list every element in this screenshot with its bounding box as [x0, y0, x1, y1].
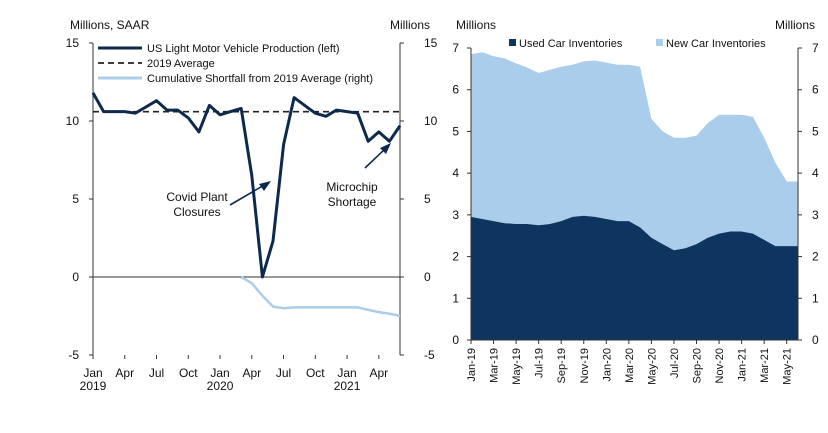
right-chart-x-tick-label: May-19 — [511, 348, 523, 385]
left-chart-x-tick-label: Apr — [115, 366, 134, 380]
annotation-microchip-shortage: Microchip Shortage — [326, 180, 378, 209]
right-chart-x-tick-label: Mar-21 — [759, 348, 771, 383]
left-chart-x-tick-label: Apr — [369, 366, 388, 380]
right-chart-x-tick-label: Jul-20 — [669, 348, 681, 378]
right-chart-legend-label-used: Used Car Inventories — [519, 38, 623, 50]
right-chart-x-tick-label: Nov-19 — [579, 348, 591, 383]
left-chart-legend-label: Cumulative Shortfall from 2019 Average (… — [147, 73, 373, 85]
right-chart-x-tick-label: Jul-19 — [534, 348, 546, 378]
right-chart-left-tick-label: 3 — [452, 208, 459, 222]
right-chart-x-tick-label: Nov-20 — [714, 348, 726, 383]
right-chart-right-tick-label: 7 — [812, 41, 819, 55]
left-chart-x-year-label: 2020 — [207, 379, 234, 393]
left-chart-annotations: Covid Plant Closures Microchip Shortage — [166, 143, 391, 219]
right-chart-x-tick-label: Jan-20 — [601, 348, 613, 382]
left-chart-left-axis-label: Millions, SAAR — [70, 18, 150, 32]
right-chart-legend: Used Car Inventories New Car Inventories — [509, 38, 766, 50]
left-chart-right-tick-label: 15 — [424, 36, 438, 50]
left-chart-x-tick-label: Jul — [149, 366, 164, 380]
left-chart-legend-label: US Light Motor Vehicle Production (left) — [147, 43, 340, 55]
left-chart-right-tick-label: 0 — [424, 270, 431, 284]
right-chart-left-tick-label: 1 — [452, 291, 459, 305]
left-chart-left-tick-label: 10 — [66, 114, 80, 128]
right-chart-x-tick-label: Mar-19 — [489, 348, 501, 383]
left-chart-y-ticks: -5 -5 0 0 5 5 10 10 15 15 — [66, 36, 438, 362]
annotation-microchip-arrow-line — [364, 147, 387, 169]
right-chart-x-tick-label: Jan-21 — [737, 348, 749, 382]
right-chart-right-tick-label: 0 — [812, 333, 819, 347]
right-chart-legend-label-new: New Car Inventories — [666, 38, 766, 50]
left-chart-legend: US Light Motor Vehicle Production (left)… — [98, 43, 373, 85]
left-chart-left-tick-label: -5 — [68, 348, 79, 362]
right-chart-right-tick-label: 2 — [812, 250, 819, 264]
right-chart-left-tick-label: 6 — [452, 83, 459, 97]
annotation-line: Closures — [173, 205, 220, 219]
left-chart-production-line — [91, 92, 402, 279]
right-chart-right-tick-label: 1 — [812, 291, 819, 305]
right-chart-left-tick-label: 0 — [452, 333, 459, 347]
left-chart-legend-label: 2019 Average — [147, 58, 215, 70]
right-chart-left-tick-label: 5 — [452, 124, 459, 138]
right-chart-left-axis-label: Millions — [456, 18, 496, 32]
right-chart-left-tick-label: 4 — [452, 166, 459, 180]
right-chart-x-tick-label: Sep-19 — [556, 348, 568, 383]
right-chart-x-tick-label: May-20 — [646, 348, 658, 385]
right-chart-left-tick-label: 2 — [452, 250, 459, 264]
area-used-car-inventories — [471, 215, 798, 340]
right-chart-right-tick-label: 5 — [812, 124, 819, 138]
left-line-chart: Millions, SAAR Millions -5 -5 0 0 5 5 10 10 15 15… — [66, 18, 438, 393]
left-chart-right-axis-label: Millions — [390, 18, 430, 32]
left-chart-x-tick-label: Jul — [276, 366, 291, 380]
right-area-chart: Millions Millions 0 0 1 1 2 2 3 3 4 4 5 5 6 6 7 7 Jan-1… — [452, 18, 819, 385]
left-chart-left-tick-label: 5 — [72, 192, 79, 206]
right-chart-right-axis-label: Millions — [775, 18, 815, 32]
right-chart-x-tick-label: Mar-20 — [624, 348, 636, 383]
right-chart-legend-swatch-used — [509, 39, 516, 46]
right-chart-axes — [470, 48, 799, 341]
left-chart-right-tick-label: -5 — [424, 348, 435, 362]
left-chart-right-tick-label: 10 — [424, 114, 438, 128]
right-chart-areas — [471, 52, 798, 340]
left-chart-x-year-label: 2021 — [334, 379, 361, 393]
right-chart-y-ticks: 0 0 1 1 2 2 3 3 4 4 5 5 6 6 7 7 — [452, 41, 819, 347]
left-chart-x-ticks: Jan Apr Jul Oct Jan Apr Jul Oct Jan Apr 2019 2020 20… — [80, 355, 388, 393]
left-chart-x-year-label: 2019 — [80, 379, 107, 393]
right-chart-x-tick-label: May-21 — [782, 348, 794, 385]
left-chart-right-tick-label: 5 — [424, 192, 431, 206]
left-chart-cumulative-shortfall-line — [240, 275, 401, 318]
right-chart-right-tick-label: 4 — [812, 166, 819, 180]
right-chart-right-tick-label: 3 — [812, 208, 819, 222]
annotation-covid-arrow-line — [229, 183, 267, 206]
left-chart-x-tick-label: Jan — [83, 366, 102, 380]
right-chart-x-tick-label: Jan-19 — [466, 348, 478, 382]
annotation-microchip-arrowhead — [380, 143, 391, 154]
right-chart-left-tick-label: 7 — [452, 41, 459, 55]
annotation-covid-plant-closures: Covid Plant Closures — [166, 190, 228, 219]
right-chart-x-ticks: Jan-19 Mar-19 May-19 Jul-19 Sep-19 Nov-19 Jan-… — [466, 340, 794, 385]
annotation-line: Microchip — [326, 180, 378, 194]
left-chart-x-tick-label: Apr — [242, 366, 261, 380]
annotation-line: Shortage — [328, 195, 377, 209]
right-chart-x-tick-label: Sep-20 — [692, 348, 704, 383]
left-chart-x-tick-label: Oct — [179, 366, 198, 380]
area-new-car-inventories — [471, 52, 798, 251]
left-chart-x-tick-label: Oct — [306, 366, 325, 380]
right-chart-right-tick-label: 6 — [812, 83, 819, 97]
left-chart-series — [91, 92, 402, 318]
annotation-covid-arrowhead — [259, 181, 271, 191]
left-chart-x-tick-label: Jan — [210, 366, 229, 380]
right-chart-legend-swatch-new — [656, 39, 663, 46]
left-chart-left-tick-label: 0 — [72, 270, 79, 284]
annotation-line: Covid Plant — [166, 190, 228, 204]
left-chart-left-tick-label: 15 — [66, 36, 80, 50]
left-chart-x-tick-label: Jan — [337, 366, 356, 380]
